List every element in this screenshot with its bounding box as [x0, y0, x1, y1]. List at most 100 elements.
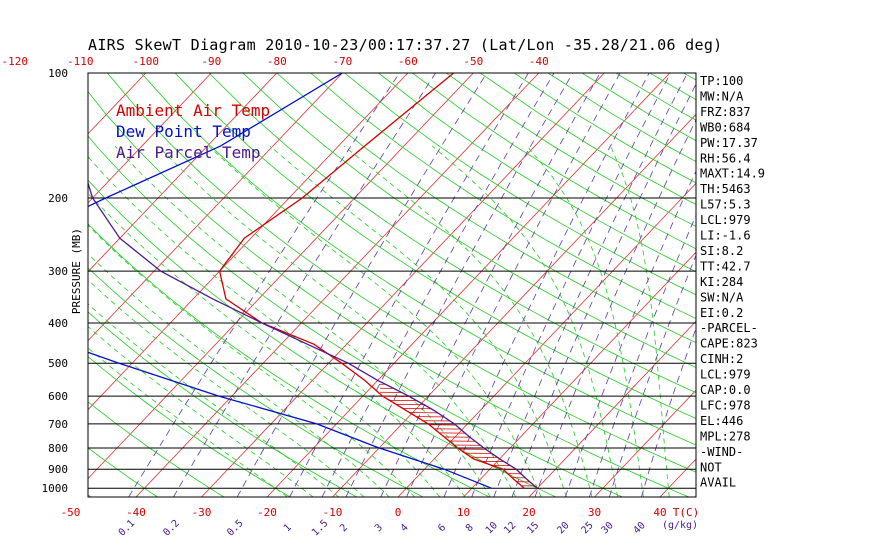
isotherm-line: [88, 73, 278, 273]
parcel-line: [88, 181, 538, 489]
index-label: MPL:278: [700, 429, 751, 443]
moist-adiabat-line: [88, 156, 466, 497]
cape-hatch-line: [379, 427, 538, 431]
isotherm-line: [88, 73, 343, 342]
cape-hatch-line: [379, 411, 538, 415]
top-temp-tick-label: -60: [398, 55, 418, 68]
moist-adiabat-line: [343, 145, 593, 497]
dry-adiabat-line: [649, 73, 696, 101]
dry-adiabat-line: [88, 311, 357, 497]
ambient-temp-line: [218, 73, 525, 489]
pressure-tick-label: 200: [48, 192, 68, 205]
mixing-ratio-label: 1: [282, 522, 294, 534]
dry-adiabat-line: [276, 73, 696, 344]
index-label: CINH:2: [700, 352, 743, 366]
mixing-ratio-line: [443, 73, 650, 497]
mixing-ratio-line: [534, 118, 696, 497]
index-label: RH:56.4: [700, 151, 751, 165]
mixing-ratio-unit-label: (g/kg): [662, 520, 698, 531]
index-label: EI:0.2: [700, 306, 743, 320]
isotherm-line: [463, 251, 696, 497]
legend-entry: Air Parcel Temp: [116, 143, 261, 162]
index-label: -PARCEL-: [700, 321, 758, 335]
moist-adiabat-line: [88, 347, 288, 497]
index-label: KI:284: [700, 275, 743, 289]
dry-adiabat-line: [88, 223, 490, 497]
top-temp-tick-label: -120: [2, 55, 29, 68]
mixing-ratio-label: 30: [599, 520, 615, 536]
mixing-ratio-label: 1.5: [310, 518, 331, 539]
dry-adiabat-line: [412, 73, 696, 250]
dewpoint-line: [88, 73, 492, 489]
bottom-temp-tick-label: 30: [588, 506, 601, 519]
isotherm-line: [594, 389, 696, 497]
isotherm-line: [0, 73, 80, 497]
cape-hatch-line: [379, 379, 538, 383]
mixing-ratio-line: [289, 73, 529, 497]
mixing-ratio-label: 3: [373, 522, 385, 534]
cape-hatch-line: [379, 415, 538, 419]
mixing-ratio-line: [641, 327, 696, 497]
moist-adiabat-line: [157, 145, 516, 497]
bottom-temp-tick-label: 20: [522, 506, 535, 519]
dry-adiabat-line: [174, 73, 696, 419]
bottom-temp-tick-label: 0: [395, 506, 402, 519]
moist-adiabat-line: [432, 145, 619, 497]
index-label: AVAIL: [700, 476, 736, 490]
index-label: PW:17.37: [700, 136, 758, 150]
pressure-tick-label: 300: [48, 265, 68, 278]
dry-adiabat-line: [446, 73, 696, 227]
index-label: LFC:978: [700, 398, 751, 412]
cape-hatch-line: [379, 399, 538, 403]
pressure-tick-label: 600: [48, 390, 68, 403]
index-label: LI:-1.6: [700, 229, 751, 243]
chart-title: AIRS SkewT Diagram 2010-10-23/00:17:37.2…: [88, 36, 723, 54]
isotherm-line: [135, 73, 540, 497]
moist-adiabat-line: [526, 145, 644, 497]
mixing-ratio-label: 8: [464, 522, 476, 534]
dry-adiabat-line: [208, 73, 696, 394]
mixing-ratio-label: 15: [525, 520, 541, 536]
dry-adiabat-line: [88, 356, 291, 497]
mixing-ratio-line: [345, 73, 574, 497]
mixing-ratio-line: [406, 73, 621, 497]
top-temp-tick-label: -90: [201, 55, 221, 68]
dry-adiabat-line: [242, 73, 696, 368]
pressure-tick-label: 100: [48, 67, 68, 80]
pressure-tick-label: 800: [48, 442, 68, 455]
mixing-ratio-label: 20: [555, 520, 571, 536]
index-label: LCL:979: [700, 213, 751, 227]
dry-adiabat-line: [513, 73, 696, 184]
mixing-ratio-line: [471, 73, 671, 497]
pressure-tick-label: 700: [48, 418, 68, 431]
index-label: SW:N/A: [700, 290, 744, 304]
cape-hatch-line: [379, 367, 538, 371]
index-label: TH:5463: [700, 182, 751, 196]
isotherm-line: [201, 73, 605, 497]
cape-hatch-line: [379, 447, 538, 451]
index-label: CAPE:823: [700, 337, 758, 351]
bottom-temp-tick-label: 10: [457, 506, 470, 519]
legend-entry: Dew Point Temp: [116, 122, 251, 141]
top-temp-tick-label: -70: [332, 55, 352, 68]
dry-adiabat-line: [378, 73, 696, 273]
bottom-temp-tick-label: -40: [126, 506, 146, 519]
mixing-ratio-label: 2: [338, 522, 350, 534]
dry-adiabat-line: [88, 90, 689, 497]
cape-hatch-line: [379, 443, 538, 447]
dry-adiabat-line: [88, 267, 424, 497]
mixing-ratio-label: 0.5: [225, 518, 246, 539]
mixing-ratio-label: 25: [579, 520, 595, 536]
index-label: CAP:0.0: [700, 383, 751, 397]
isotherm-line: [528, 320, 696, 497]
index-label: TP:100: [700, 74, 743, 88]
isotherm-line: [266, 73, 671, 497]
dry-adiabat-line: [140, 73, 696, 446]
pressure-tick-label: 1000: [42, 482, 69, 495]
bottom-temp-tick-label: -20: [257, 506, 277, 519]
mixing-ratio-label: 0.2: [161, 518, 182, 539]
index-label: WB0:684: [700, 120, 751, 134]
dry-adiabat-line: [88, 447, 158, 497]
mixing-ratio-label: 0.1: [117, 518, 138, 539]
